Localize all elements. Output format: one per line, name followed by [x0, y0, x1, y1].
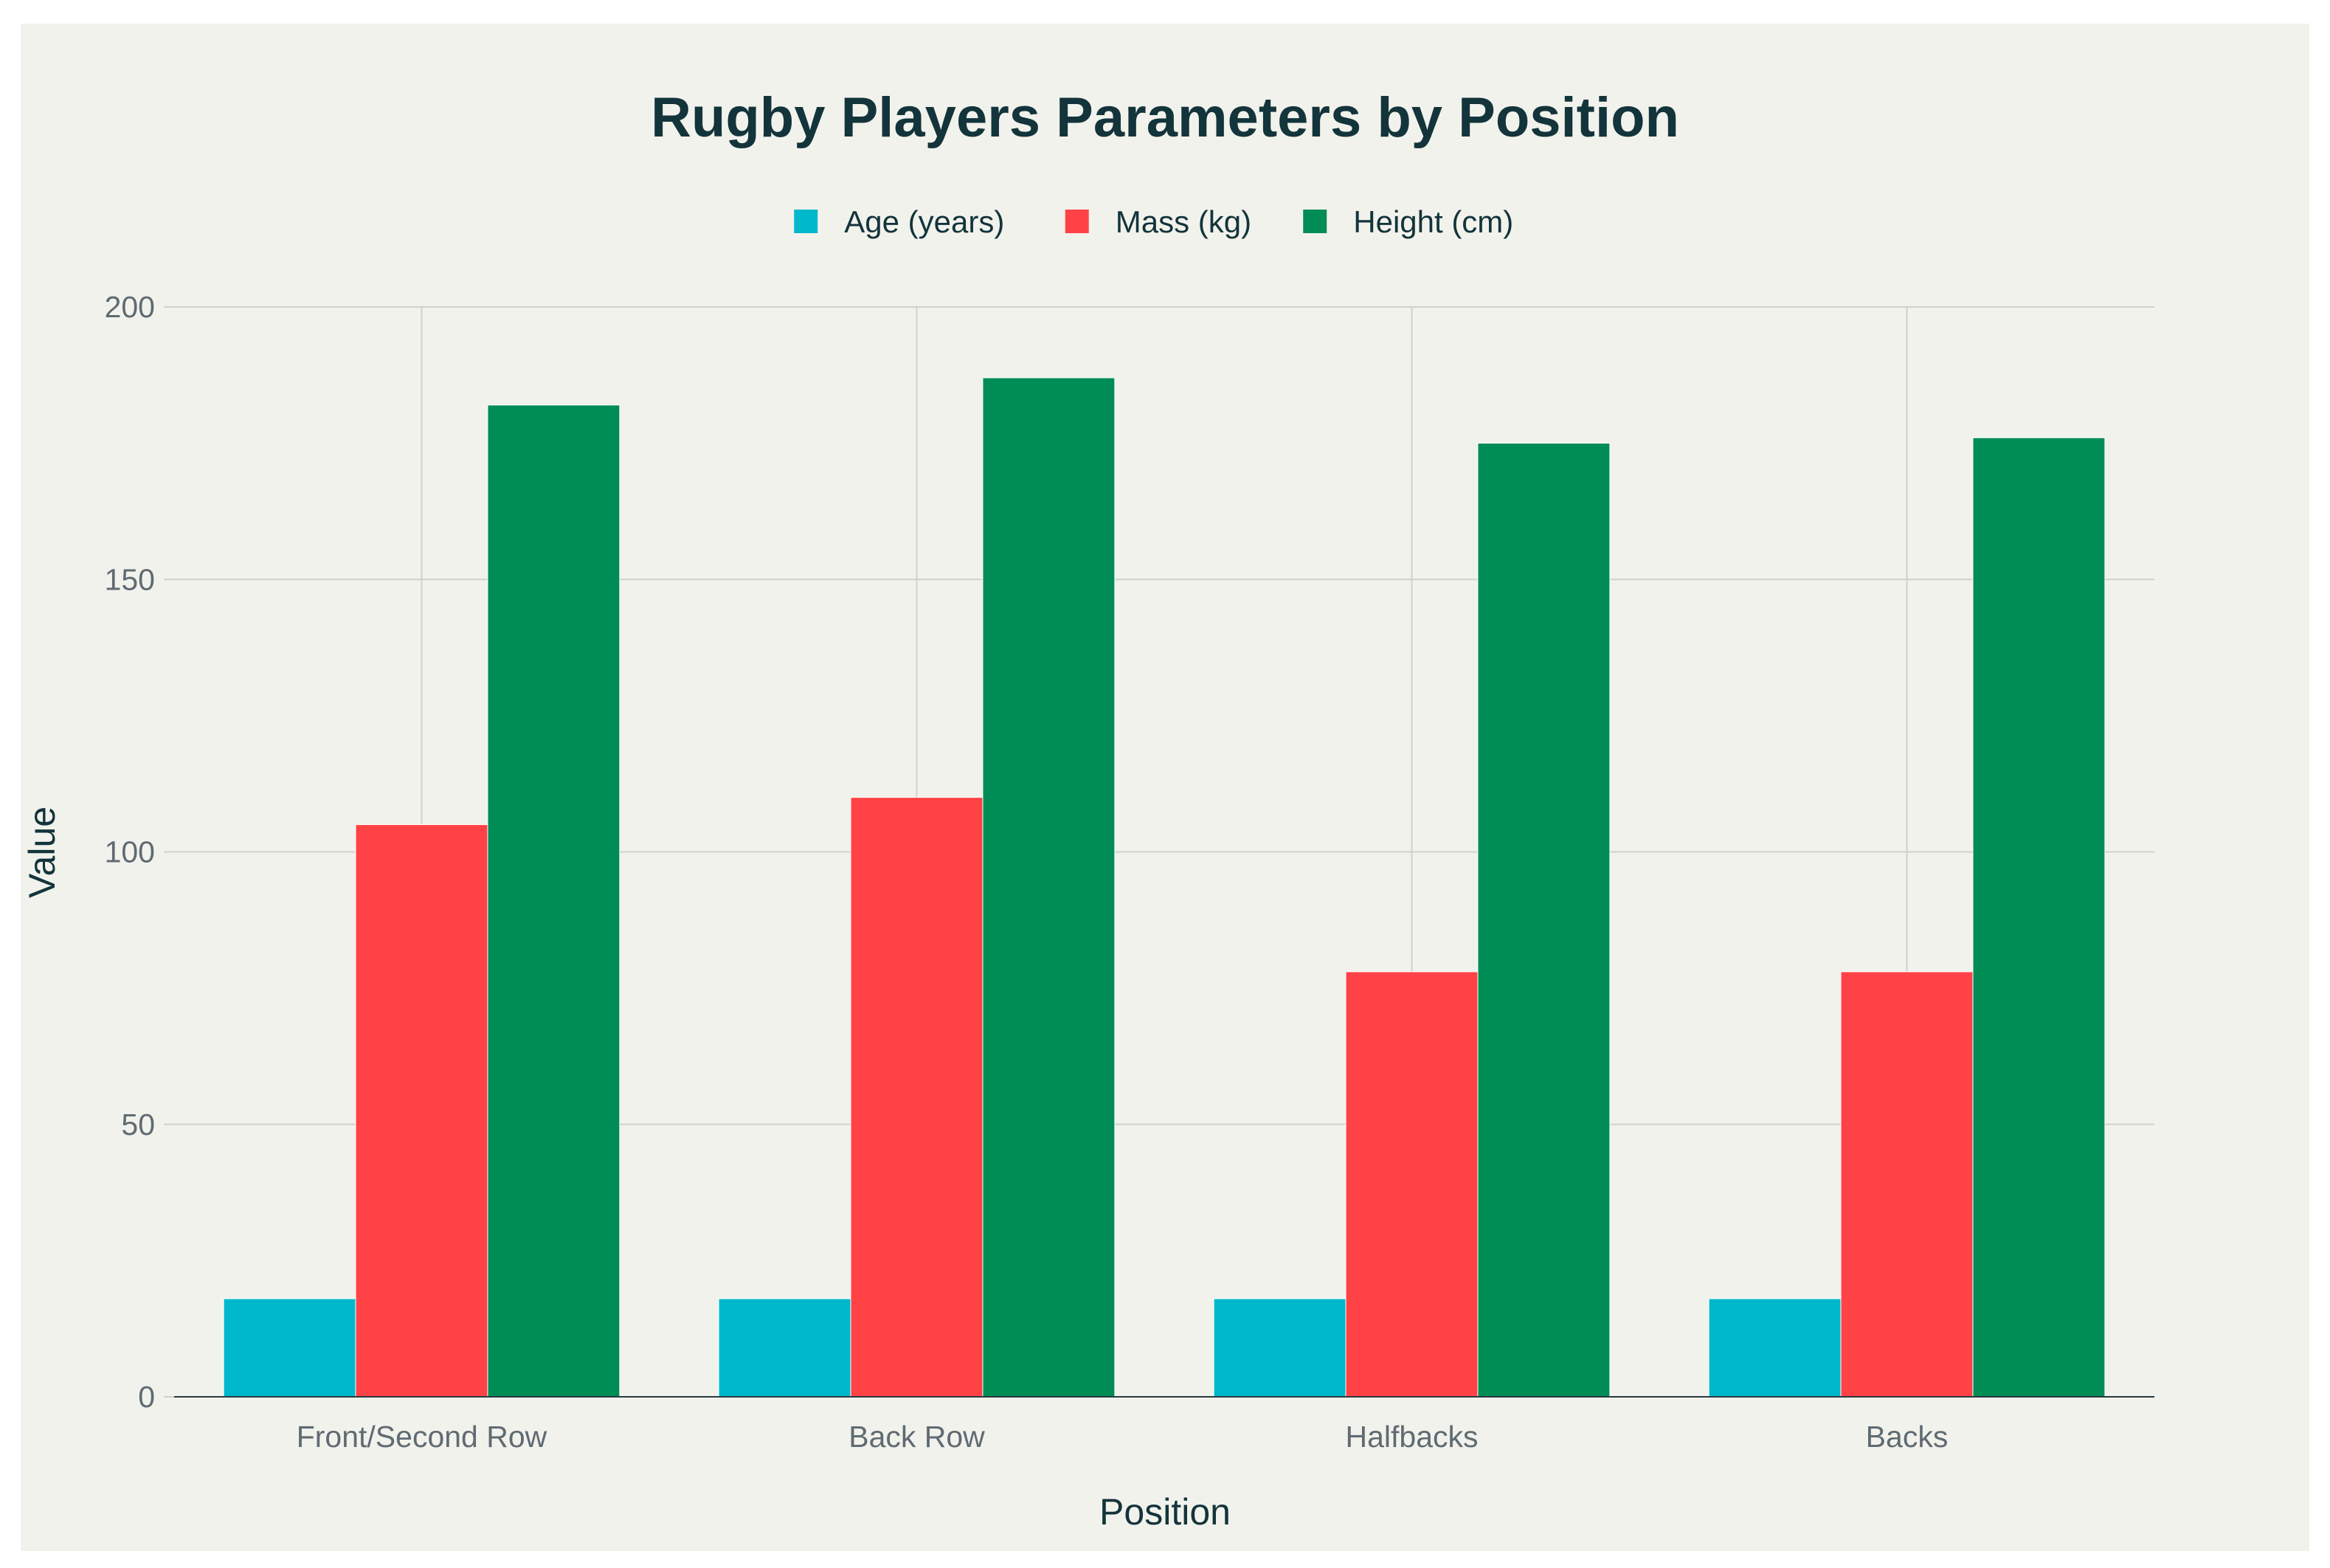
x-axis-title: Position [1099, 1491, 1231, 1533]
bar[interactable] [355, 824, 488, 1398]
legend-item[interactable]: Height (cm) [1303, 204, 1513, 239]
legend-swatch [1303, 210, 1327, 233]
x-tick-label: Back Row [848, 1420, 985, 1454]
y-axis-title: Value [21, 807, 63, 898]
bar[interactable] [1213, 1298, 1347, 1398]
bar[interactable] [1972, 437, 2106, 1398]
bars [223, 377, 2106, 1398]
chart-title: Rugby Players Parameters by Position [651, 86, 1679, 149]
y-tick-label: 100 [105, 835, 155, 869]
bar[interactable] [1840, 971, 1974, 1398]
x-tick-label: Backs [1866, 1420, 1949, 1454]
legend-item[interactable]: Mass (kg) [1065, 204, 1251, 239]
tick-labels: 0 50 100 150 200 Front/Second Row Back Row Half… [105, 290, 1949, 1454]
legend-label: Height (cm) [1353, 204, 1513, 239]
y-tick-label: 0 [138, 1380, 155, 1414]
bar[interactable] [982, 377, 1116, 1398]
bar[interactable] [718, 1298, 851, 1398]
legend-label: Age (years) [844, 204, 1004, 239]
y-tick-label: 50 [121, 1108, 155, 1142]
bar[interactable] [1477, 443, 1611, 1398]
legend-label: Mass (kg) [1116, 204, 1251, 239]
legend[interactable]: Age (years) Mass (kg) Height (cm) [794, 204, 1513, 239]
x-tick-label: Halfbacks [1345, 1420, 1478, 1454]
legend-item[interactable]: Age (years) [794, 204, 1004, 239]
bar[interactable] [223, 1298, 356, 1398]
y-tick-label: 200 [105, 290, 155, 324]
bar[interactable] [487, 404, 620, 1398]
y-tick-label: 150 [105, 562, 155, 596]
legend-swatch [794, 210, 818, 233]
legend-swatch [1065, 210, 1089, 233]
bar[interactable] [1708, 1298, 1842, 1398]
bar[interactable] [850, 797, 983, 1398]
bar[interactable] [1345, 971, 1479, 1398]
x-tick-label: Front/Second Row [297, 1420, 547, 1454]
